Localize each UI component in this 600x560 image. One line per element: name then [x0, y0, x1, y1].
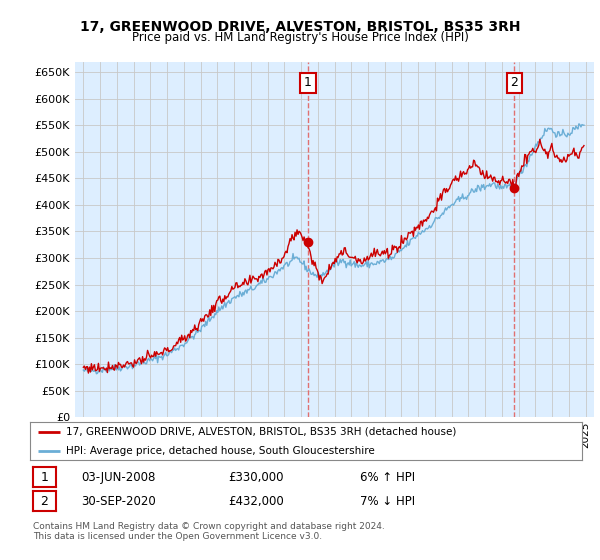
Text: 17, GREENWOOD DRIVE, ALVESTON, BRISTOL, BS35 3RH (detached house): 17, GREENWOOD DRIVE, ALVESTON, BRISTOL, …: [66, 427, 456, 437]
Text: 1: 1: [304, 76, 312, 90]
Text: 17, GREENWOOD DRIVE, ALVESTON, BRISTOL, BS35 3RH: 17, GREENWOOD DRIVE, ALVESTON, BRISTOL, …: [80, 20, 520, 34]
Text: £330,000: £330,000: [228, 470, 284, 484]
Text: Price paid vs. HM Land Registry's House Price Index (HPI): Price paid vs. HM Land Registry's House …: [131, 31, 469, 44]
Text: 1: 1: [40, 470, 49, 484]
Text: 6% ↑ HPI: 6% ↑ HPI: [360, 470, 415, 484]
Text: £432,000: £432,000: [228, 494, 284, 508]
Text: 2: 2: [511, 76, 518, 90]
Text: HPI: Average price, detached house, South Gloucestershire: HPI: Average price, detached house, Sout…: [66, 446, 374, 456]
Text: 30-SEP-2020: 30-SEP-2020: [81, 494, 156, 508]
Text: Contains HM Land Registry data © Crown copyright and database right 2024.
This d: Contains HM Land Registry data © Crown c…: [33, 522, 385, 542]
Text: 7% ↓ HPI: 7% ↓ HPI: [360, 494, 415, 508]
Text: 2: 2: [40, 494, 49, 508]
Text: 03-JUN-2008: 03-JUN-2008: [81, 470, 155, 484]
